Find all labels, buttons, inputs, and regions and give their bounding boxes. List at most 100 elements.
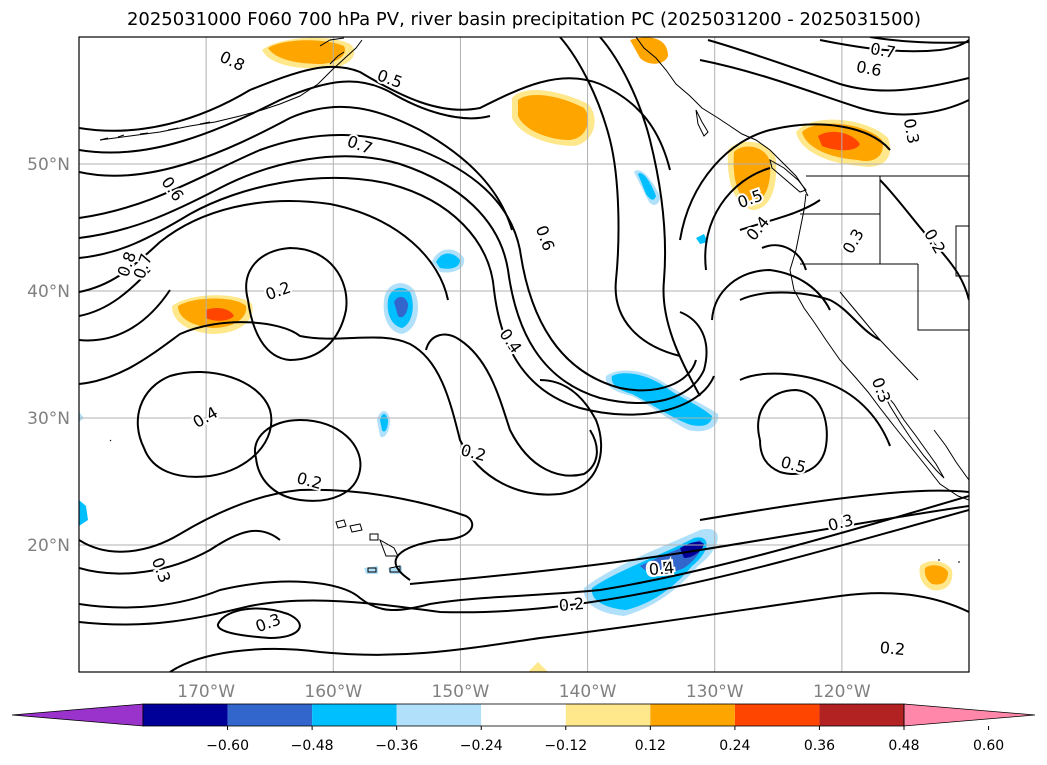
pv-contour (739, 291, 881, 341)
pv-contour (217, 607, 301, 640)
pv-contour (79, 321, 603, 496)
colorbar-extend-high (903, 703, 1036, 727)
vancouver-island (769, 158, 807, 193)
pv-contour (169, 592, 969, 672)
positive-anomaly-patch (924, 565, 948, 585)
colorbar-tick-label: −0.12 (544, 738, 587, 754)
colorbar-segment (565, 704, 651, 726)
pv-contour (879, 179, 969, 301)
colorbar-extend-low (11, 703, 144, 727)
colorbar-tick-label: −0.36 (375, 738, 418, 754)
alaska-peninsula (319, 37, 345, 65)
negative-anomaly-patch (696, 234, 708, 244)
colorbar-tick-label: 0.48 (888, 738, 919, 754)
haida-gwaii (695, 109, 709, 137)
positive-anomaly-patch (630, 37, 668, 64)
pv-contour (79, 269, 151, 317)
pv-contour (79, 105, 513, 231)
contour-label: 0.2 (558, 594, 585, 615)
pv-contour (699, 489, 969, 521)
contour-label: 0.5 (646, 558, 673, 579)
colorbar-segment (650, 704, 735, 726)
longitude-tick-label: 140°W (559, 682, 617, 702)
negative-anomaly-patch (394, 296, 408, 318)
pv-contour (409, 505, 969, 585)
longitude-tick-labels: 170°W 160°W 150°W 140°W 130°W 120°W (177, 682, 871, 702)
positive-anomaly-patch (268, 40, 346, 64)
latitude-tick-labels: 20°N 30°N 40°N 50°N (27, 155, 70, 556)
pv-contour (253, 418, 362, 502)
contour-label: 0.3 (900, 117, 923, 145)
colorbar-tick-label: 0.12 (635, 738, 666, 754)
latitude-tick-label: 40°N (27, 282, 70, 302)
longitude-tick-label: 170°W (177, 682, 235, 702)
colorbar-tick-label: −0.24 (460, 738, 503, 754)
longitude-tick-label: 160°W (304, 682, 362, 702)
aleutian-islands (99, 121, 211, 141)
colorbar-tick-label: −0.60 (206, 738, 249, 754)
negative-anomaly-patch (611, 373, 712, 426)
pv-contour (739, 199, 821, 231)
small-islands (109, 439, 960, 563)
pv-contour (79, 529, 281, 575)
pv-contour (699, 59, 969, 116)
positive-anomaly-patch (206, 308, 234, 321)
pv-contour (79, 289, 171, 342)
southeast-alaska-coastline (635, 37, 809, 197)
longitude-tick-label: 150°W (432, 682, 490, 702)
colorbar-tick-label: 0.24 (719, 738, 750, 754)
longitude-tick-label: 130°W (686, 682, 744, 702)
pv-contour (707, 39, 969, 92)
colorbar (11, 703, 1036, 727)
colorbar-tick-label: 0.60 (973, 738, 1004, 754)
pv-contour (711, 268, 831, 321)
positive-anomaly-patch (528, 662, 548, 672)
negative-anomaly-patch (680, 541, 704, 558)
coastlines (99, 37, 969, 573)
pv-contour (819, 39, 969, 53)
pv-contour (79, 488, 474, 581)
pv-contour (79, 176, 715, 416)
pv-contour (79, 80, 491, 154)
negative-anomaly-patch (436, 253, 460, 269)
latitude-tick-label: 20°N (27, 536, 70, 556)
pv-contour (79, 495, 969, 612)
colorbar-segment (227, 704, 313, 726)
colorbar-segment (143, 704, 228, 726)
negative-anomaly-patch (79, 412, 84, 422)
contour-label: 0.2 (879, 638, 906, 659)
pv-contour (79, 155, 708, 404)
latitude-tick-label: 50°N (27, 155, 70, 175)
negative-anomaly-patch (638, 173, 656, 200)
mexico-coastline (933, 429, 969, 481)
pv-contour (761, 244, 807, 271)
colorbar-segment (481, 704, 566, 726)
pv-contour (79, 200, 449, 301)
pv-contour (136, 371, 273, 478)
colorbar-segment (734, 704, 820, 726)
pv-contour (757, 388, 828, 475)
negative-anomaly-patch (79, 500, 88, 526)
colorbar-outline (142, 703, 905, 727)
pv-contour (599, 37, 701, 397)
latitude-tick-label: 30°N (27, 409, 70, 429)
plot-frame (78, 36, 970, 673)
pv-contour (245, 246, 348, 362)
figure-title: 2025031000 F060 700 hPa PV, river basin … (127, 9, 921, 30)
colorbar-tick-labels: −0.60 −0.48 −0.36 −0.24 −0.12 0.12 0.24 0.36 0.4… (206, 726, 1004, 754)
pv-contour (79, 509, 969, 626)
pv-contour (425, 333, 598, 477)
alaska-coastline (99, 39, 363, 141)
colorbar-tick-label: 0.36 (804, 738, 835, 754)
colorbar-segment (819, 704, 904, 726)
state-borders (800, 176, 969, 381)
colorbar-segment (396, 704, 482, 726)
pv-contours (79, 37, 969, 672)
contour-label: 0.4 (648, 558, 675, 579)
pv-contour (79, 133, 697, 392)
pv-contour (679, 123, 891, 241)
map-plot-area: 0.8 0.5 0.7 0.6 0.5 0.3 0.7 0.6 0.8 0.7 … (79, 37, 969, 672)
pv-contour (869, 37, 969, 44)
baja-california (881, 389, 945, 479)
